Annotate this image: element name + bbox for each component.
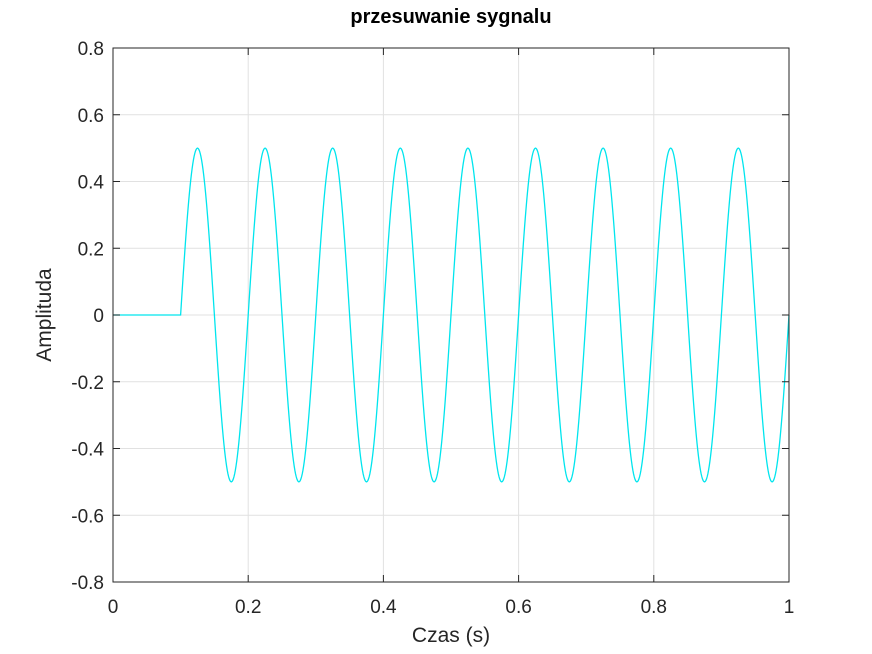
series-line [113,147,790,483]
x-tick-label: 0.2 [235,597,261,618]
y-tick-label: -0.8 [71,573,104,594]
x-tick-label: 0.8 [641,597,667,618]
chart-title: przesuwanie sygnalu [350,6,551,28]
y-tick-label: 0 [93,306,104,327]
ticks [112,47,790,583]
y-tick-label: -0.6 [71,506,104,527]
y-tick-label: 0.6 [78,106,104,127]
y-tick-label: -0.4 [71,440,104,461]
series-layer [113,147,790,483]
x-tick-labels: 0 0.2 0.4 0.6 0.8 1 [108,597,795,618]
y-tick-label: 0.2 [78,239,104,260]
y-tick-labels: -0.8 -0.6 -0.4 -0.2 0 0.2 0.4 0.6 0.8 [71,39,104,594]
y-axis-label: Amplituda [33,268,56,362]
x-tick-label: 0.6 [505,597,531,618]
y-tick-label: 0.8 [78,39,104,60]
y-tick-label: 0.4 [78,173,105,194]
x-tick-label: 0.4 [370,597,397,618]
x-axis-label: Czas (s) [412,624,490,647]
y-tick-label: -0.2 [71,373,104,394]
x-tick-label: 0 [108,597,119,618]
x-tick-label: 1 [784,597,795,618]
